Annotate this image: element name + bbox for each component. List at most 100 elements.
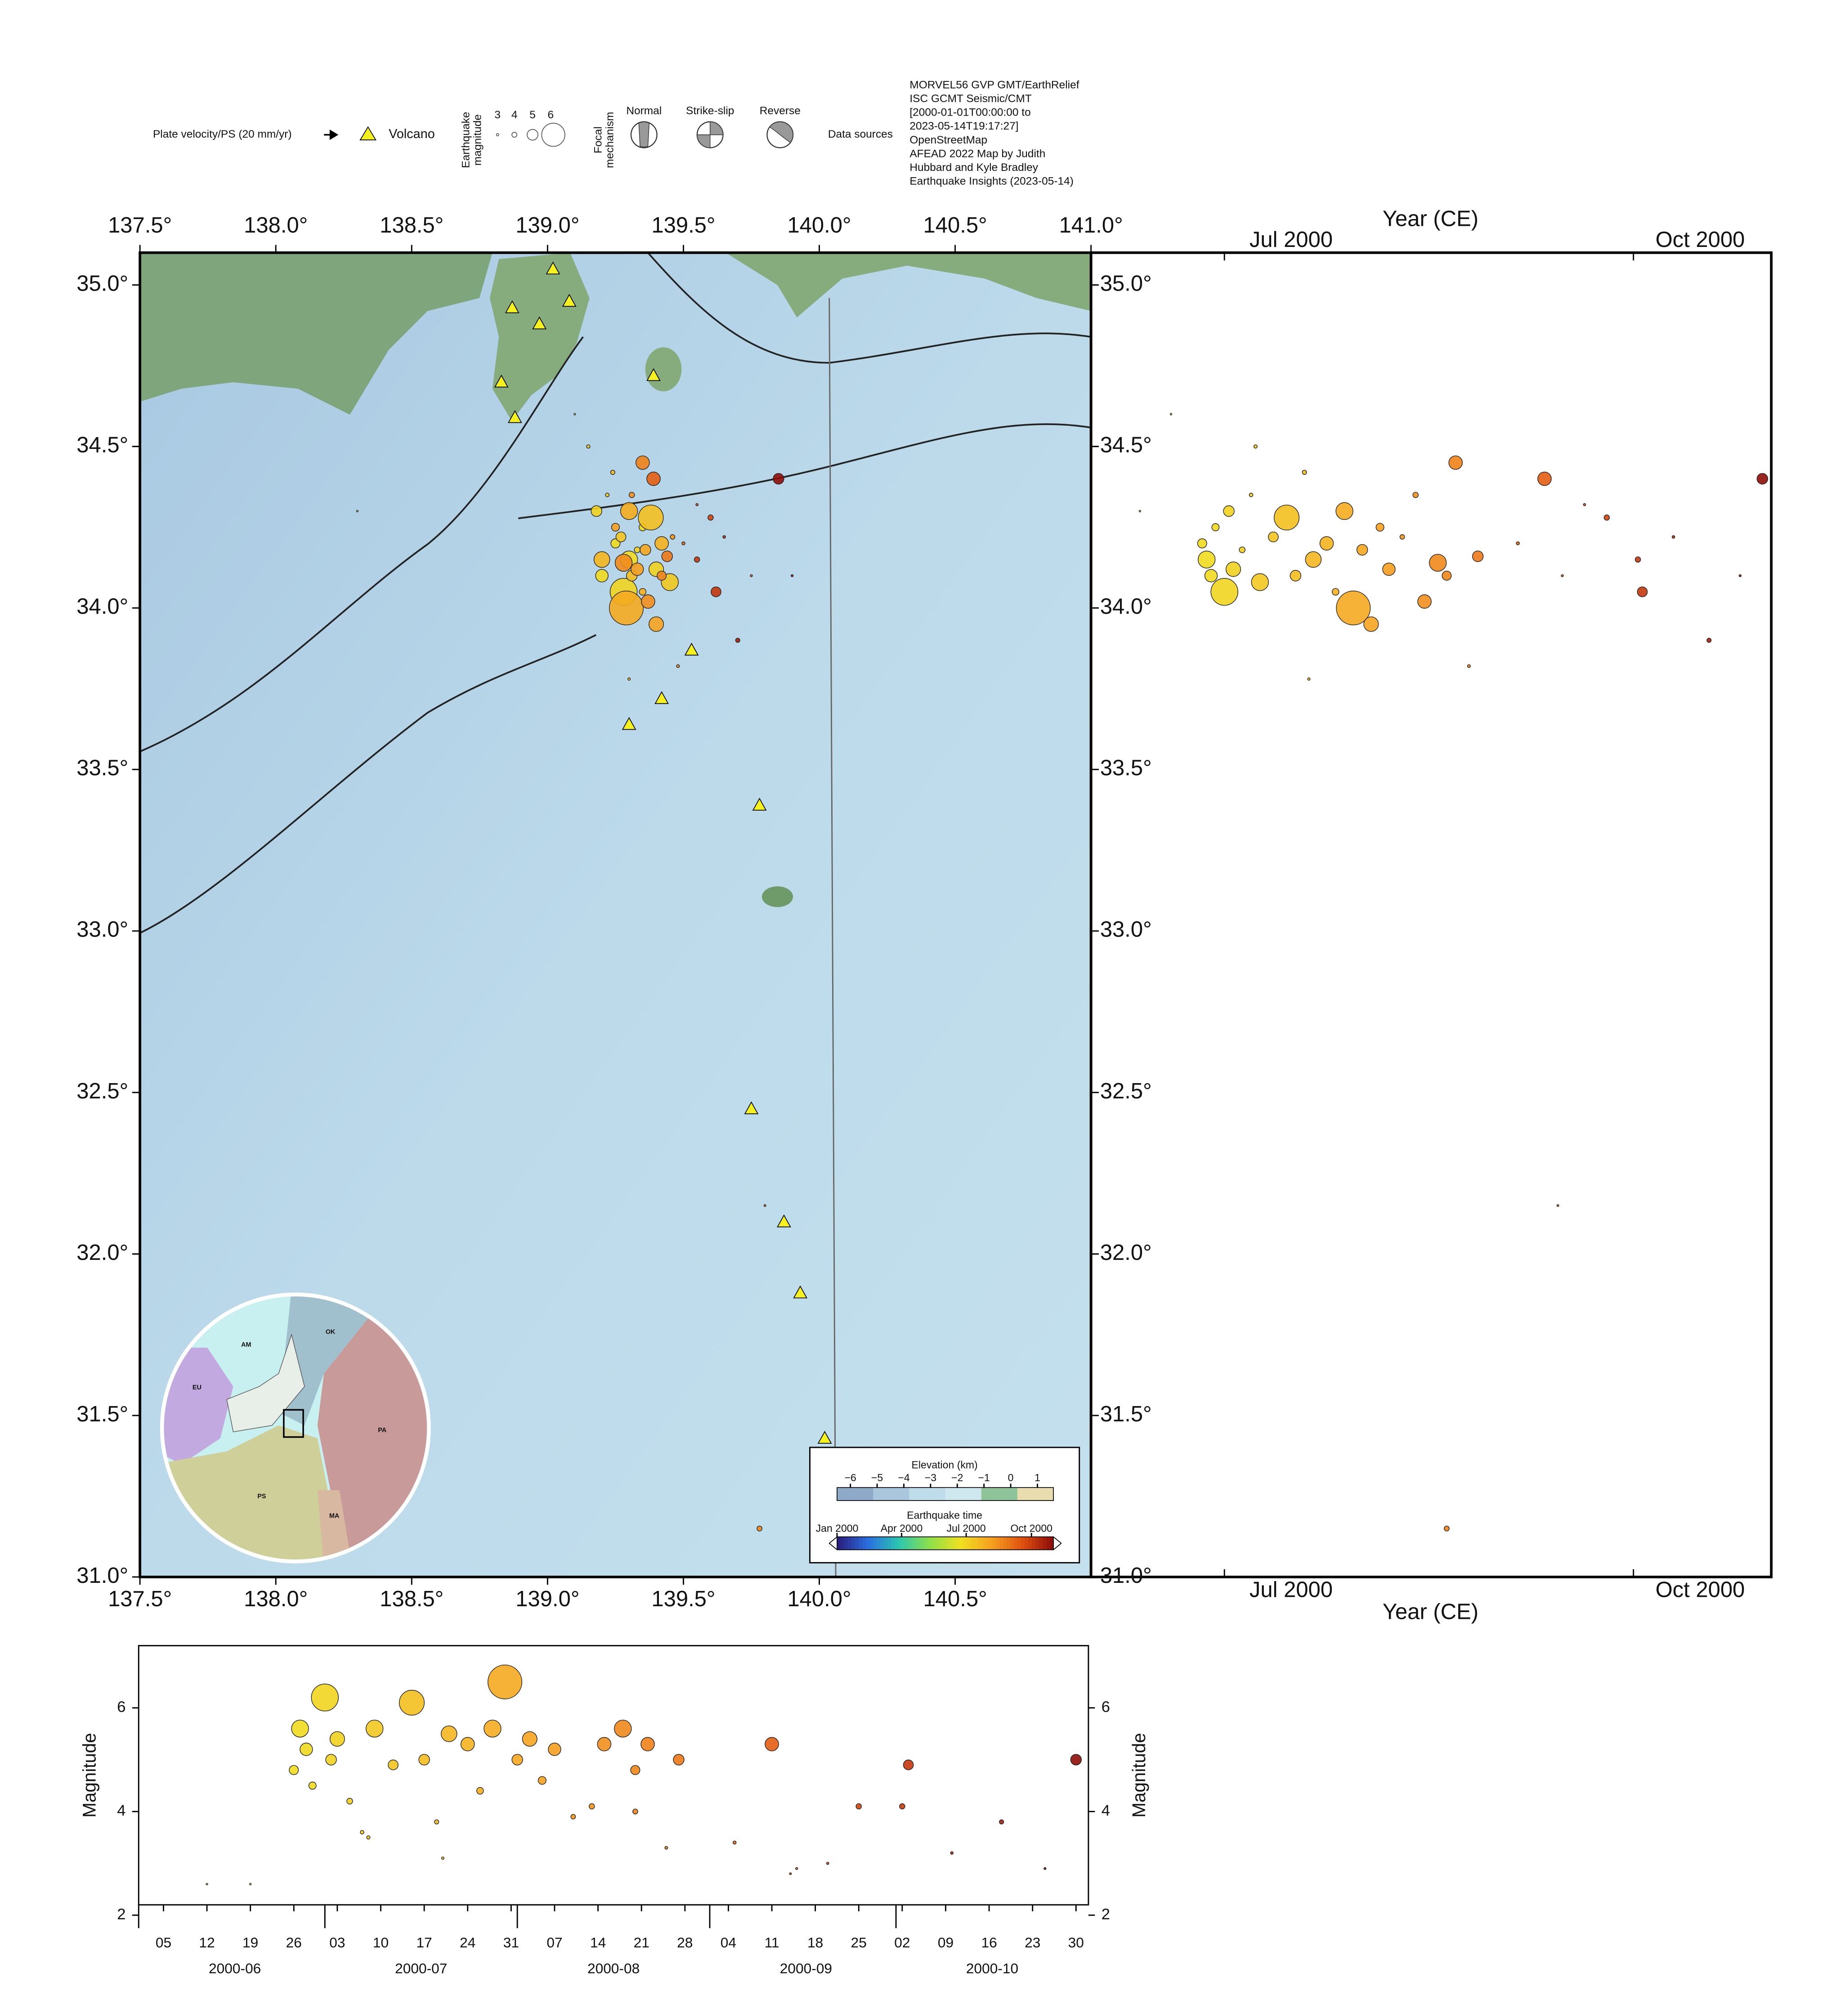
- earthquake-time-lat: [1239, 547, 1245, 553]
- time-swatch: [974, 1537, 978, 1550]
- earthquake-time-lat: [1211, 523, 1220, 532]
- x-tick-label-top: 141.0°: [1059, 213, 1123, 237]
- earthquake: [657, 570, 667, 581]
- earthquake: [639, 588, 647, 596]
- earthquake-magnitude: [249, 1883, 252, 1886]
- time-swatch: [967, 1537, 971, 1550]
- elevation-bar: [837, 1487, 1054, 1501]
- plate-label: AM: [241, 1341, 251, 1348]
- time-colorbar-tick-label: Jan 2000: [816, 1522, 859, 1534]
- volcano: [622, 717, 636, 730]
- time-swatch: [895, 1537, 899, 1550]
- earthquake-magnitude: [632, 1809, 638, 1814]
- elevation-swatch: [837, 1487, 874, 1501]
- earthquake-magnitude: [640, 1737, 655, 1752]
- time-swatch: [981, 1537, 985, 1550]
- earthquake-magnitude: [732, 1841, 737, 1845]
- day-tick-label: 26: [286, 1935, 302, 1951]
- earthquake-time-lat: [1399, 534, 1405, 540]
- legend-volcano: Volcano: [389, 127, 434, 141]
- earthquake: [627, 677, 631, 681]
- land-japan: [226, 1333, 305, 1433]
- legend-magnitude-circle: [511, 132, 518, 138]
- x-tick-label-top: 137.5°: [108, 213, 172, 237]
- time-swatch: [992, 1537, 996, 1550]
- time-swatch: [841, 1537, 845, 1550]
- volcano: [505, 300, 519, 314]
- earthquake: [593, 551, 610, 568]
- y-tick-label-right: 34.0°: [1100, 595, 1152, 619]
- x-tick-label: 139.0°: [515, 1587, 579, 1611]
- time-swatch: [949, 1537, 953, 1550]
- time-swatch: [927, 1537, 931, 1550]
- earthquake-magnitude: [789, 1872, 792, 1875]
- earthquake-time-lat: [1417, 594, 1432, 609]
- volcano: [793, 1285, 808, 1299]
- plate-label: OK: [326, 1328, 336, 1335]
- time-swatch: [999, 1537, 1003, 1550]
- earthquake: [640, 544, 651, 556]
- day-tick-label: 02: [894, 1935, 910, 1951]
- time-swatch: [1028, 1537, 1032, 1550]
- time-swatch: [848, 1537, 852, 1550]
- land-boso: [725, 252, 1091, 318]
- earthquake-time-lat: [1253, 444, 1258, 449]
- day-tick-label: 25: [851, 1935, 867, 1951]
- time-tick-label-top: Jul 2000: [1249, 228, 1333, 252]
- earthquake: [763, 1204, 766, 1207]
- colorbar-box: Elevation (km) −6 −5 −4 −3 −2 −1 0 1 Earthquake t…: [809, 1447, 1080, 1564]
- time-swatch: [1050, 1537, 1054, 1550]
- time-swatch: [938, 1537, 942, 1550]
- time-swatch: [869, 1537, 874, 1550]
- time-swatch: [952, 1537, 957, 1550]
- legend-beachball-fill: [769, 121, 793, 143]
- plate-ok: [278, 1294, 376, 1425]
- time-swatch: [920, 1537, 924, 1550]
- elevation-swatch: [909, 1487, 946, 1501]
- mag-tick-label: 2: [117, 1906, 125, 1923]
- elevation-tick-label: −1: [978, 1472, 990, 1483]
- earthquake-magnitude: [903, 1759, 914, 1770]
- earthquake-time-lat: [1671, 535, 1675, 539]
- time-tick-label-bottom: Jul 2000: [1249, 1578, 1333, 1602]
- earthquake-time-lat: [1603, 514, 1610, 521]
- y-tick-label: 34.0°: [76, 595, 128, 619]
- volcano: [817, 1430, 832, 1444]
- day-tick-label: 21: [634, 1935, 649, 1951]
- earthquake-time-lat: [1204, 569, 1218, 582]
- elevation-tick-label: −5: [871, 1472, 883, 1483]
- earthquake: [356, 510, 359, 512]
- time-swatch: [887, 1537, 892, 1550]
- day-tick-label: 28: [677, 1935, 693, 1951]
- earthquake-magnitude: [325, 1754, 337, 1765]
- fault: [518, 423, 1091, 520]
- earthquake: [638, 505, 664, 531]
- time-swatch: [859, 1537, 863, 1550]
- earthquake-time-lat: [1382, 562, 1396, 576]
- earthquake: [708, 514, 714, 521]
- time-swatch: [1013, 1537, 1018, 1550]
- earthquake: [649, 616, 664, 632]
- time-swatch: [1024, 1537, 1029, 1550]
- time-swatch: [909, 1537, 914, 1550]
- earthquake: [628, 492, 635, 498]
- earthquake-time-lat: [1197, 551, 1216, 569]
- earthquake-magnitude: [360, 1830, 364, 1835]
- plate-ma: [317, 1490, 353, 1562]
- earthquake-time-lat: [1305, 551, 1322, 568]
- y-tick-label-right: 34.5°: [1100, 433, 1152, 457]
- earthquake-magnitude: [765, 1737, 779, 1752]
- time-swatch: [902, 1537, 906, 1550]
- month-tick-label: 2000-08: [587, 1960, 640, 1976]
- time-colorbar-tick-label: Apr 2000: [881, 1522, 922, 1534]
- earthquake-magnitude: [311, 1684, 339, 1711]
- plate-label: PA: [378, 1427, 387, 1434]
- volcano: [752, 797, 767, 811]
- month-tick-label: 2000-07: [395, 1960, 447, 1976]
- earthquake-time-lat: [1637, 586, 1648, 597]
- earthquake-magnitude: [899, 1803, 905, 1810]
- time-swatch: [1046, 1537, 1050, 1550]
- x-tick-label: 139.5°: [651, 1587, 715, 1611]
- legend-source-line: MORVEL56 GVP GMT/EarthRelief: [909, 79, 1079, 91]
